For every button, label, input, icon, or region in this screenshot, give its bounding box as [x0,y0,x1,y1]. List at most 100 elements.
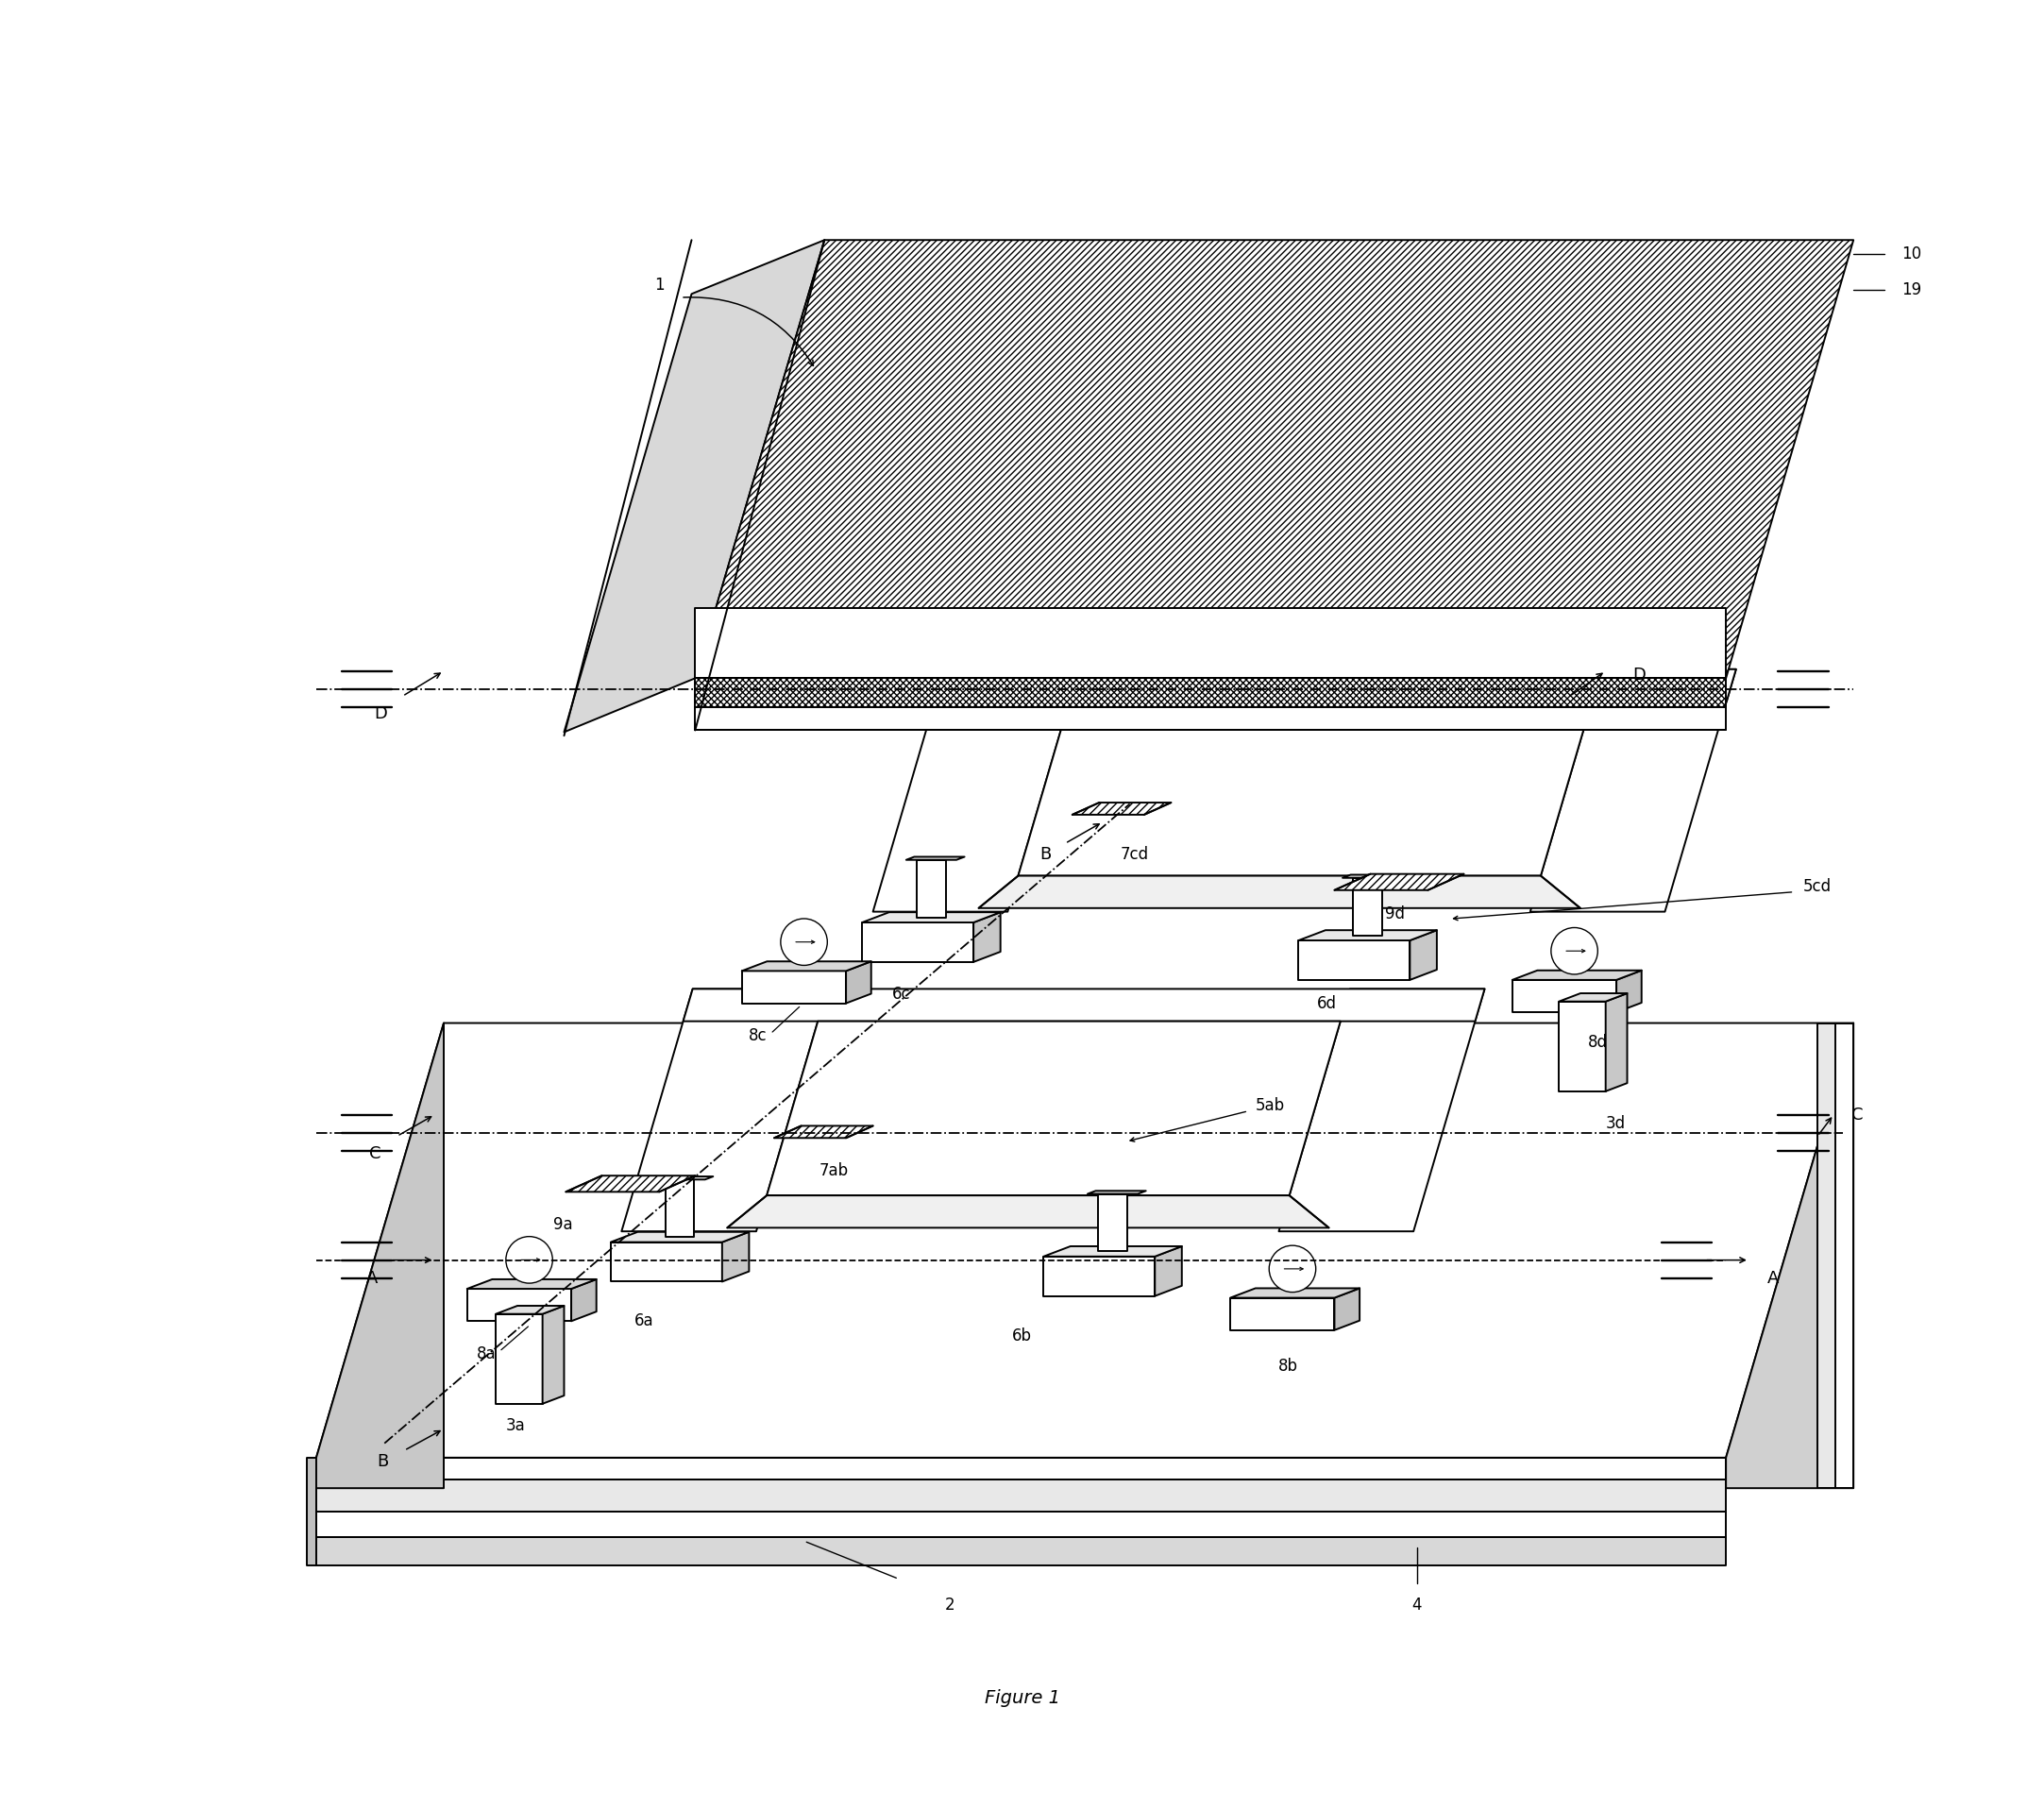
Polygon shape [695,707,1725,731]
Polygon shape [1044,1257,1155,1295]
Text: 5ab: 5ab [1255,1096,1286,1114]
Polygon shape [918,859,946,917]
Text: 8c: 8c [748,1028,766,1044]
Polygon shape [1560,993,1627,1002]
Polygon shape [564,241,824,733]
Text: A: A [1766,1270,1778,1286]
Polygon shape [1087,1190,1147,1194]
Polygon shape [497,1313,542,1404]
Polygon shape [1817,1024,1854,1489]
Text: 8b: 8b [1278,1357,1298,1375]
Polygon shape [1725,1024,1854,1489]
Text: 3d: 3d [1607,1114,1625,1132]
Polygon shape [1617,970,1641,1013]
Text: 10: 10 [1903,246,1921,262]
Polygon shape [621,990,828,1232]
Polygon shape [1836,1024,1854,1489]
Polygon shape [497,1306,564,1313]
Polygon shape [722,1232,748,1281]
Polygon shape [317,1480,1725,1512]
Polygon shape [1513,980,1617,1013]
Polygon shape [611,1232,748,1243]
Text: D: D [1633,666,1645,684]
Text: C: C [370,1145,382,1163]
Polygon shape [317,1024,444,1489]
Polygon shape [695,678,1725,707]
Polygon shape [695,608,1725,678]
Polygon shape [846,961,871,1004]
Polygon shape [566,1176,695,1192]
Polygon shape [1298,930,1437,941]
Polygon shape [1513,970,1641,980]
Polygon shape [1560,1002,1607,1091]
Polygon shape [1410,930,1437,980]
Text: 8a: 8a [476,1344,497,1362]
Text: B: B [376,1453,388,1469]
Polygon shape [742,971,846,1004]
Polygon shape [468,1279,597,1288]
Text: B: B [1040,847,1051,863]
Polygon shape [542,1306,564,1404]
Polygon shape [1073,803,1171,814]
Polygon shape [1607,993,1627,1091]
Polygon shape [654,1176,713,1179]
Text: 5cd: 5cd [1803,877,1831,895]
Polygon shape [766,1022,1341,1196]
Polygon shape [1531,669,1735,912]
Polygon shape [317,1536,1725,1565]
Text: 6a: 6a [634,1313,654,1330]
Polygon shape [317,1512,1725,1536]
Polygon shape [863,923,973,962]
Polygon shape [695,241,1854,678]
Polygon shape [611,1243,722,1281]
Text: Figure 1: Figure 1 [985,1690,1059,1708]
Text: 6b: 6b [1012,1328,1032,1344]
Polygon shape [1155,1246,1181,1295]
Polygon shape [973,912,1000,962]
Polygon shape [1280,990,1484,1232]
Polygon shape [307,1458,317,1565]
Polygon shape [979,876,1580,908]
Circle shape [1551,928,1598,975]
Polygon shape [1018,702,1592,876]
Circle shape [505,1237,552,1283]
Text: 9d: 9d [1384,904,1404,923]
Text: C: C [1852,1105,1864,1123]
Text: 8d: 8d [1588,1035,1607,1051]
Polygon shape [1335,874,1464,890]
Text: 3a: 3a [505,1416,525,1435]
Polygon shape [863,912,1000,923]
Polygon shape [873,669,1079,912]
Text: 2: 2 [944,1596,955,1614]
Polygon shape [1230,1297,1335,1330]
Polygon shape [742,961,871,971]
Polygon shape [317,1024,1854,1458]
Polygon shape [905,857,965,859]
Polygon shape [775,1125,873,1138]
Polygon shape [934,669,1735,702]
Text: 4: 4 [1412,1596,1423,1614]
Text: 6d: 6d [1318,995,1337,1011]
Polygon shape [1098,1194,1126,1252]
Polygon shape [728,1196,1329,1228]
Text: D: D [374,706,388,722]
Text: 7ab: 7ab [820,1161,848,1179]
Polygon shape [317,1458,1725,1480]
Polygon shape [570,1279,597,1321]
Text: A: A [366,1270,378,1286]
Circle shape [1269,1245,1316,1292]
Polygon shape [666,1179,695,1237]
Polygon shape [1343,876,1400,877]
Polygon shape [1044,1246,1181,1257]
Polygon shape [1335,1288,1359,1330]
Polygon shape [683,990,1484,1022]
Polygon shape [468,1288,570,1321]
Text: 6c: 6c [891,986,912,1002]
Text: 9a: 9a [554,1216,572,1232]
Text: 19: 19 [1903,282,1921,298]
Circle shape [781,919,828,966]
Text: 1: 1 [654,277,664,293]
Polygon shape [1353,877,1382,935]
Polygon shape [1298,941,1410,980]
Text: 7cd: 7cd [1120,847,1149,863]
